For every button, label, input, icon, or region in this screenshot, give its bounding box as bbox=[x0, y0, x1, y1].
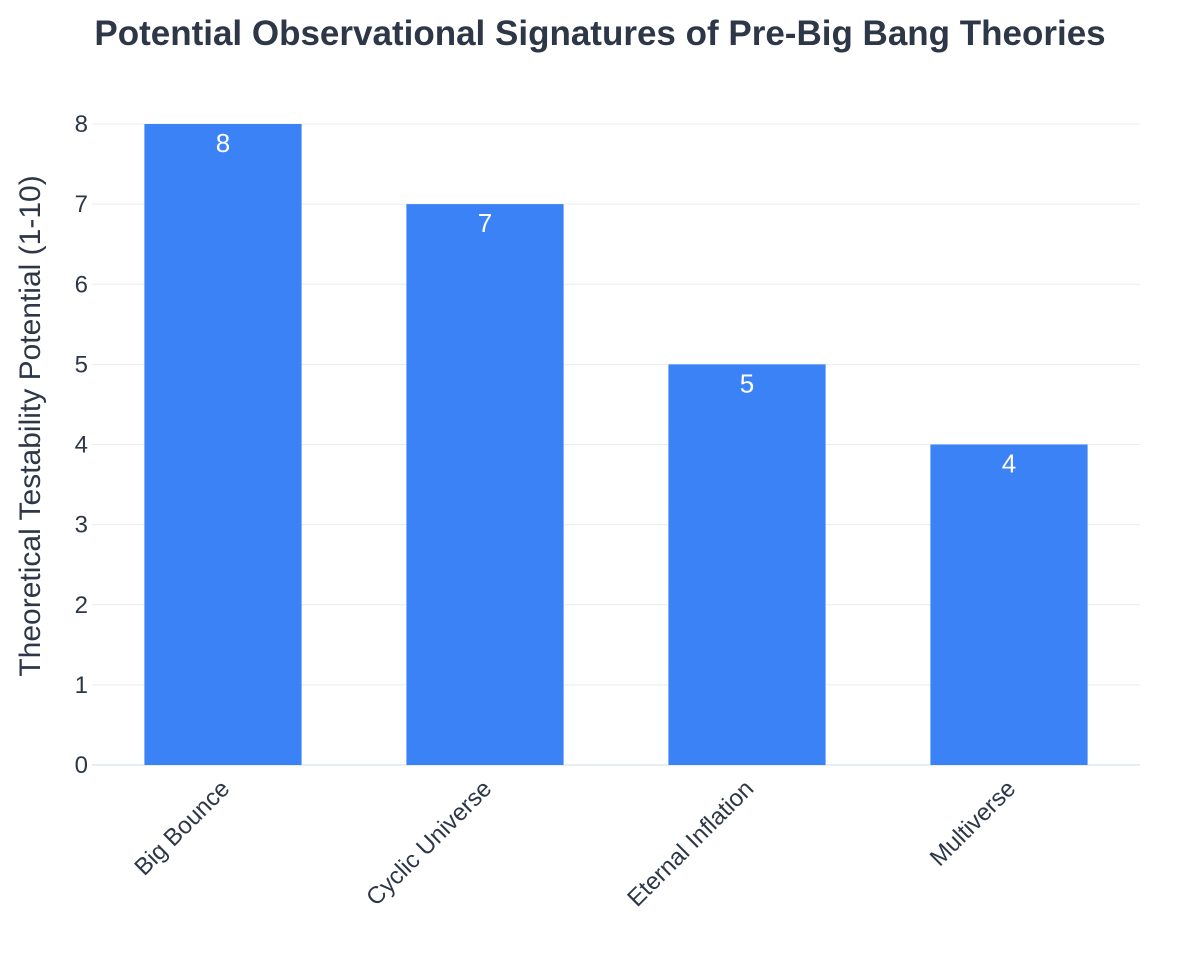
chart-title: Potential Observational Signatures of Pr… bbox=[94, 14, 1105, 53]
bars bbox=[144, 124, 1088, 766]
y-tick-label: 0 bbox=[75, 752, 88, 779]
bar[interactable] bbox=[668, 364, 826, 765]
y-axis-label: Theoretical Testability Potential (1-10) bbox=[14, 175, 47, 676]
data-labels: 8 7 5 4 bbox=[216, 128, 1016, 479]
y-tick-label: 4 bbox=[75, 432, 88, 459]
bar-value-label: 5 bbox=[740, 368, 754, 398]
bar-value-label: 4 bbox=[1002, 449, 1016, 479]
bar[interactable] bbox=[144, 124, 302, 765]
bar[interactable] bbox=[930, 444, 1088, 766]
bar[interactable] bbox=[406, 204, 564, 765]
x-tick-label: Multiverse bbox=[925, 775, 1021, 871]
y-tick-label: 1 bbox=[75, 672, 88, 699]
y-axis-ticks: 0 1 2 3 4 5 6 7 8 bbox=[75, 111, 88, 779]
x-tick-label: Eternal Inflation bbox=[622, 775, 759, 912]
bar-value-label: 8 bbox=[216, 128, 230, 158]
x-tick-label: Big Bounce bbox=[129, 775, 235, 881]
y-tick-label: 7 bbox=[75, 191, 88, 218]
y-tick-label: 5 bbox=[75, 351, 88, 378]
y-tick-label: 6 bbox=[75, 271, 88, 298]
bar-value-label: 7 bbox=[478, 208, 492, 238]
y-tick-label: 8 bbox=[75, 111, 88, 138]
y-tick-label: 2 bbox=[75, 592, 88, 619]
x-tick-label: Cyclic Universe bbox=[361, 775, 497, 911]
x-axis-ticks: Big Bounce Cyclic Universe Eternal Inflati… bbox=[129, 775, 1021, 912]
y-tick-label: 3 bbox=[75, 512, 88, 539]
